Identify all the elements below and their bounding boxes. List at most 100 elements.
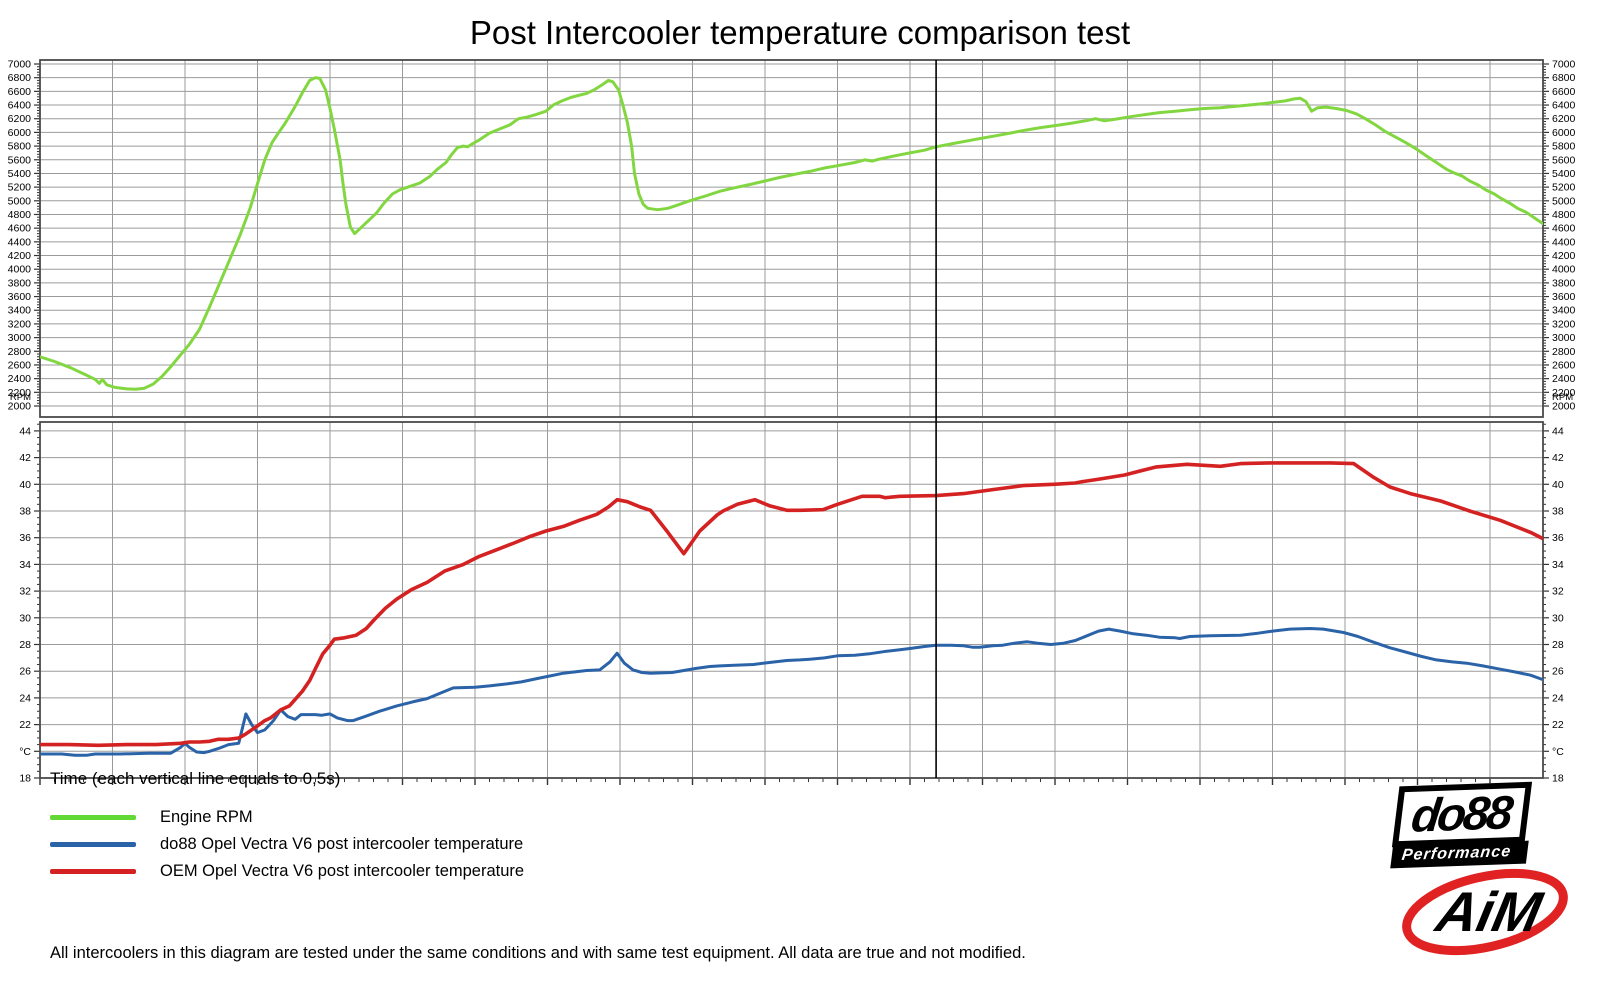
do88-temperature-curve: [40, 627, 1543, 757]
temp-tick-label-left: 28: [19, 639, 31, 651]
temp-tick-label-left: 32: [19, 586, 31, 598]
oem-temperature-curve: [40, 461, 1543, 748]
temp-tick-label-left: 38: [19, 506, 31, 518]
rpm-tick-label-right: 3200: [1552, 318, 1576, 330]
rpm-tick-label-left: 6000: [8, 127, 32, 139]
rpm-tick-label-left: 4600: [8, 223, 32, 235]
temp-tick-label-left: 30: [19, 612, 31, 624]
temp-tick-label-left: 24: [19, 692, 31, 704]
rpm-line-swatch: [50, 815, 136, 820]
rpm-tick-label-right: 6600: [1552, 86, 1576, 98]
rpm-tick-label-right: 4000: [1552, 264, 1576, 276]
temp-tick-label-left: 40: [19, 479, 31, 491]
rpm-tick-label-right: 5400: [1552, 168, 1576, 180]
temp-tick-label-right: °C: [1552, 746, 1564, 758]
temp-tick-label-right: 44: [1552, 425, 1564, 437]
rpm-tick-label-right: 2200: [1552, 387, 1576, 399]
aim-logo-ellipse: [1402, 868, 1568, 956]
legend: Engine RPM do88 Opel Vectra V6 post inte…: [50, 804, 524, 885]
rpm-tick-label-left: 3800: [8, 277, 32, 289]
rpm-tick-label-left: 5600: [8, 154, 32, 166]
rpm-unit-label: RPM: [10, 392, 31, 403]
oem-line-swatch: [50, 869, 136, 874]
temp-tick-label-left: 36: [19, 532, 31, 544]
temp-tick-label-left: 26: [19, 666, 31, 678]
legend-label-rpm: Engine RPM: [160, 808, 253, 826]
rpm-tick-label-right: 3800: [1552, 277, 1576, 289]
chart-title: Post Intercooler temperature comparison …: [469, 14, 1131, 51]
rpm-tick-label-left: 6400: [8, 100, 32, 112]
legend-item-rpm: Engine RPM: [50, 804, 524, 831]
temp-tick-label-right: 36: [1552, 532, 1564, 544]
rpm-tick-label-right: 6400: [1552, 100, 1576, 112]
rpm-tick-label-right: 6200: [1552, 113, 1576, 125]
rpm-tick-label-left: 5200: [8, 182, 32, 194]
rpm-tick-label-left: 2600: [8, 359, 32, 371]
temp-tick-label-left: 44: [19, 425, 31, 437]
do88-performance-logo: do88 Performance: [1390, 781, 1546, 869]
temp-tick-label-left: 22: [19, 719, 31, 731]
rpm-tick-label-left: 3200: [8, 318, 32, 330]
rpm-tick-label-left: 5000: [8, 195, 32, 207]
rpm-unit-label: RPM: [1552, 392, 1573, 403]
rpm-tick-label-right: 5000: [1552, 195, 1576, 207]
rpm-tick-label-right: 4200: [1552, 250, 1576, 262]
temp-tick-label-right: 18: [1552, 773, 1564, 785]
legend-label-do88: do88 Opel Vectra V6 post intercooler tem…: [160, 835, 524, 853]
legend-label-oem: OEM Opel Vectra V6 post intercooler temp…: [160, 862, 525, 880]
temp-tick-label-right: 22: [1552, 719, 1564, 731]
rpm-tick-label-left: 2400: [8, 373, 32, 385]
rpm-tick-label-right: 3600: [1552, 291, 1576, 303]
rpm-tick-label-left: 6200: [8, 113, 32, 125]
legend-item-do88: do88 Opel Vectra V6 post intercooler tem…: [50, 831, 524, 858]
temp-tick-label-right: 38: [1552, 506, 1564, 518]
rpm-tick-label-right: 2800: [1552, 346, 1576, 358]
rpm-curve: [40, 76, 1543, 391]
rpm-tick-label-left: 2800: [8, 346, 32, 358]
rpm-tick-label-left: 6600: [8, 86, 32, 98]
temp-tick-label-right: 32: [1552, 586, 1564, 598]
aim-logo-text: AiM: [1429, 881, 1549, 943]
temp-tick-label-left: 34: [19, 559, 31, 571]
do88-line-swatch: [50, 842, 136, 847]
rpm-tick-label-right: 3000: [1552, 332, 1576, 344]
temp-tick-label-right: 40: [1552, 479, 1564, 491]
rpm-tick-label-right: 4400: [1552, 236, 1576, 248]
rpm-tick-label-right: 2600: [1552, 359, 1576, 371]
temp-tick-label-left: 18: [19, 773, 31, 785]
temp-tick-label-right: 26: [1552, 666, 1564, 678]
legend-item-oem: OEM Opel Vectra V6 post intercooler temp…: [50, 858, 524, 885]
rpm-tick-label-right: 6000: [1552, 127, 1576, 139]
temp-tick-label-left: °C: [19, 746, 31, 758]
rpm-tick-label-left: 3000: [8, 332, 32, 344]
rpm-tick-label-left: 2200: [8, 387, 32, 399]
temp-tick-label-right: 30: [1552, 612, 1564, 624]
rpm-tick-label-right: 5800: [1552, 141, 1576, 153]
rpm-tick-label-right: 5600: [1552, 154, 1576, 166]
rpm-tick-label-right: 5200: [1552, 182, 1576, 194]
temp-tick-label-right: 34: [1552, 559, 1564, 571]
temperature-panel-border: [39, 421, 1544, 779]
rpm-tick-label-left: 4800: [8, 209, 32, 221]
temp-tick-label-right: 42: [1552, 452, 1564, 464]
rpm-tick-label-left: 2000: [8, 401, 32, 413]
rpm-tick-label-left: 6800: [8, 72, 32, 84]
temp-tick-label-left: 42: [19, 452, 31, 464]
rpm-tick-label-left: 3400: [8, 305, 32, 317]
rpm-tick-label-left: 5400: [8, 168, 32, 180]
x-axis-label: Time (each vertical line equals to 0,5s): [50, 769, 341, 788]
aim-logo: AiM: [1402, 868, 1568, 956]
rpm-tick-label-right: 4600: [1552, 223, 1576, 235]
rpm-tick-label-right: 4800: [1552, 209, 1576, 221]
rpm-tick-label-right: 3400: [1552, 305, 1576, 317]
rpm-tick-label-right: 7000: [1552, 59, 1576, 71]
rpm-tick-label-left: 5800: [8, 141, 32, 153]
temp-tick-label-right: 28: [1552, 639, 1564, 651]
rpm-tick-label-left: 3600: [8, 291, 32, 303]
rpm-tick-label-right: 6800: [1552, 72, 1576, 84]
do88-logo-subtext: Performance: [1390, 840, 1529, 869]
rpm-tick-label-right: 2000: [1552, 401, 1576, 413]
rpm-tick-label-left: 7000: [8, 59, 32, 71]
